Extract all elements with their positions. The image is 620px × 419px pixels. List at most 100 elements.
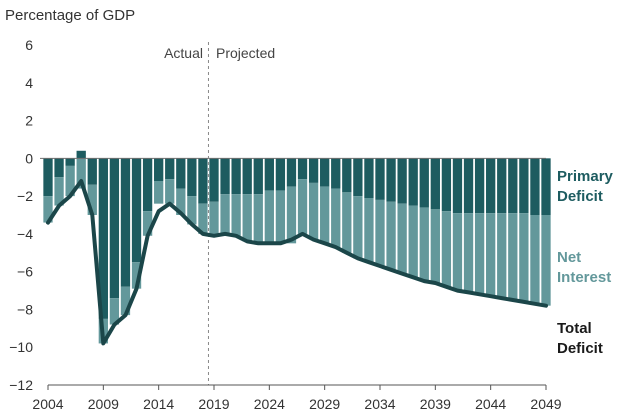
net-interest-bar xyxy=(375,199,385,266)
primary-deficit-bar xyxy=(154,158,164,181)
net-interest-bar xyxy=(264,190,274,244)
primary-deficit-bar xyxy=(452,158,463,214)
primary-deficit-bar xyxy=(430,158,440,210)
primary-deficit-bar xyxy=(142,158,153,212)
primary-deficit-bar xyxy=(441,158,452,212)
net-interest-bar xyxy=(275,190,286,244)
primary-deficit-bar xyxy=(419,158,429,208)
net-interest-bar xyxy=(508,213,518,300)
x-tick-label: 2019 xyxy=(198,396,229,412)
primary-deficit-bar xyxy=(176,158,186,189)
primary-deficit-bar xyxy=(308,158,319,183)
net-interest-bar xyxy=(541,215,551,306)
net-interest-bar xyxy=(154,181,164,204)
net-interest-bar xyxy=(320,186,330,244)
x-axis: 2004 2009 2014 2019 2024 2029 2034 2039 2044 2049 xyxy=(32,385,562,412)
net-interest-bar xyxy=(54,177,64,206)
x-tick-label: 2009 xyxy=(88,396,119,412)
primary-deficit-bar xyxy=(364,158,374,198)
net-interest-bar xyxy=(386,201,396,270)
x-tick-label: 2004 xyxy=(32,396,63,412)
primary-deficit-bar xyxy=(109,158,120,299)
x-tick-label: 2024 xyxy=(254,396,285,412)
net-interest-bar xyxy=(441,211,452,287)
legend-primary-line1: Primary xyxy=(557,168,614,185)
primary-deficit-bar xyxy=(508,158,518,214)
primary-deficit-bar xyxy=(131,158,142,263)
y-tick-label: −6 xyxy=(17,264,33,280)
primary-deficit-bar xyxy=(231,158,241,195)
net-interest-bar xyxy=(364,198,374,263)
net-interest-bar xyxy=(286,186,297,244)
primary-deficit-bar xyxy=(353,158,363,197)
net-interest-bar xyxy=(519,213,529,302)
net-interest-bar xyxy=(463,213,474,293)
net-interest-bar xyxy=(452,213,463,291)
primary-deficit-bar xyxy=(297,158,308,180)
primary-deficit-bar xyxy=(497,158,507,214)
actual-label: Actual xyxy=(164,45,203,61)
y-tick-label: −4 xyxy=(17,226,33,242)
primary-deficit-bar xyxy=(397,158,407,204)
net-interest-bar xyxy=(76,158,86,189)
net-interest-bar xyxy=(231,194,241,236)
y-axis: 6 4 2 0 −2 −4 −6 −8 −10 −12 xyxy=(9,37,33,393)
net-interest-bar xyxy=(43,196,53,223)
net-interest-bar xyxy=(220,194,230,234)
primary-deficit-bar xyxy=(43,158,53,197)
primary-deficit-bar xyxy=(76,150,86,159)
net-interest-bar xyxy=(408,205,418,278)
net-interest-bar xyxy=(430,209,440,283)
net-interest-bar xyxy=(474,213,485,295)
primary-deficit-bar xyxy=(541,158,551,215)
primary-deficit-bar xyxy=(375,158,385,200)
legend-primary-deficit: Primary Deficit xyxy=(557,168,617,205)
legend-interest-line2: Interest xyxy=(557,269,611,286)
primary-deficit-bar xyxy=(474,158,485,214)
primary-deficit-bar xyxy=(408,158,418,206)
projected-label: Projected xyxy=(216,45,275,61)
bars-group xyxy=(43,150,551,344)
y-tick-label: −10 xyxy=(9,339,33,355)
x-tick-label: 2029 xyxy=(309,396,340,412)
primary-deficit-bar xyxy=(286,158,297,187)
net-interest-bar xyxy=(419,207,429,282)
primary-deficit-bar xyxy=(342,158,352,193)
primary-deficit-bar xyxy=(275,158,286,191)
x-tick-label: 2014 xyxy=(143,396,174,412)
primary-deficit-bar xyxy=(264,158,274,191)
primary-deficit-bar xyxy=(209,158,219,202)
x-tick-label: 2034 xyxy=(364,396,395,412)
legend-total-deficit: Total Deficit xyxy=(557,320,603,357)
primary-deficit-bar xyxy=(253,158,263,195)
x-tick-label: 2039 xyxy=(420,396,451,412)
net-interest-bar xyxy=(209,201,219,236)
x-tick-label: 2049 xyxy=(530,396,561,412)
legend-total-line2: Deficit xyxy=(557,340,603,357)
net-interest-bar xyxy=(253,194,263,244)
legend-interest-line1: Net xyxy=(557,249,581,266)
y-tick-label: −12 xyxy=(9,377,33,393)
primary-deficit-bar xyxy=(54,158,64,178)
net-interest-bar xyxy=(131,262,142,289)
primary-deficit-bar xyxy=(242,158,252,195)
primary-deficit-bar xyxy=(463,158,474,214)
net-interest-bar xyxy=(486,213,496,297)
y-tick-label: 6 xyxy=(25,37,33,53)
primary-deficit-bar xyxy=(65,158,75,166)
primary-deficit-bar xyxy=(220,158,230,195)
primary-deficit-bar xyxy=(320,158,330,187)
primary-deficit-bar xyxy=(519,158,529,214)
net-interest-bar xyxy=(187,196,197,225)
net-interest-bar xyxy=(497,213,507,299)
net-interest-bar xyxy=(176,188,186,215)
legend-net-interest: Net Interest xyxy=(557,249,611,286)
net-interest-bar xyxy=(397,203,407,274)
net-interest-bar xyxy=(530,215,540,304)
net-interest-bar xyxy=(120,286,131,316)
net-interest-bar xyxy=(165,179,175,204)
net-interest-bar xyxy=(242,194,252,242)
y-tick-label: 2 xyxy=(25,113,33,129)
net-interest-bar xyxy=(87,184,97,215)
